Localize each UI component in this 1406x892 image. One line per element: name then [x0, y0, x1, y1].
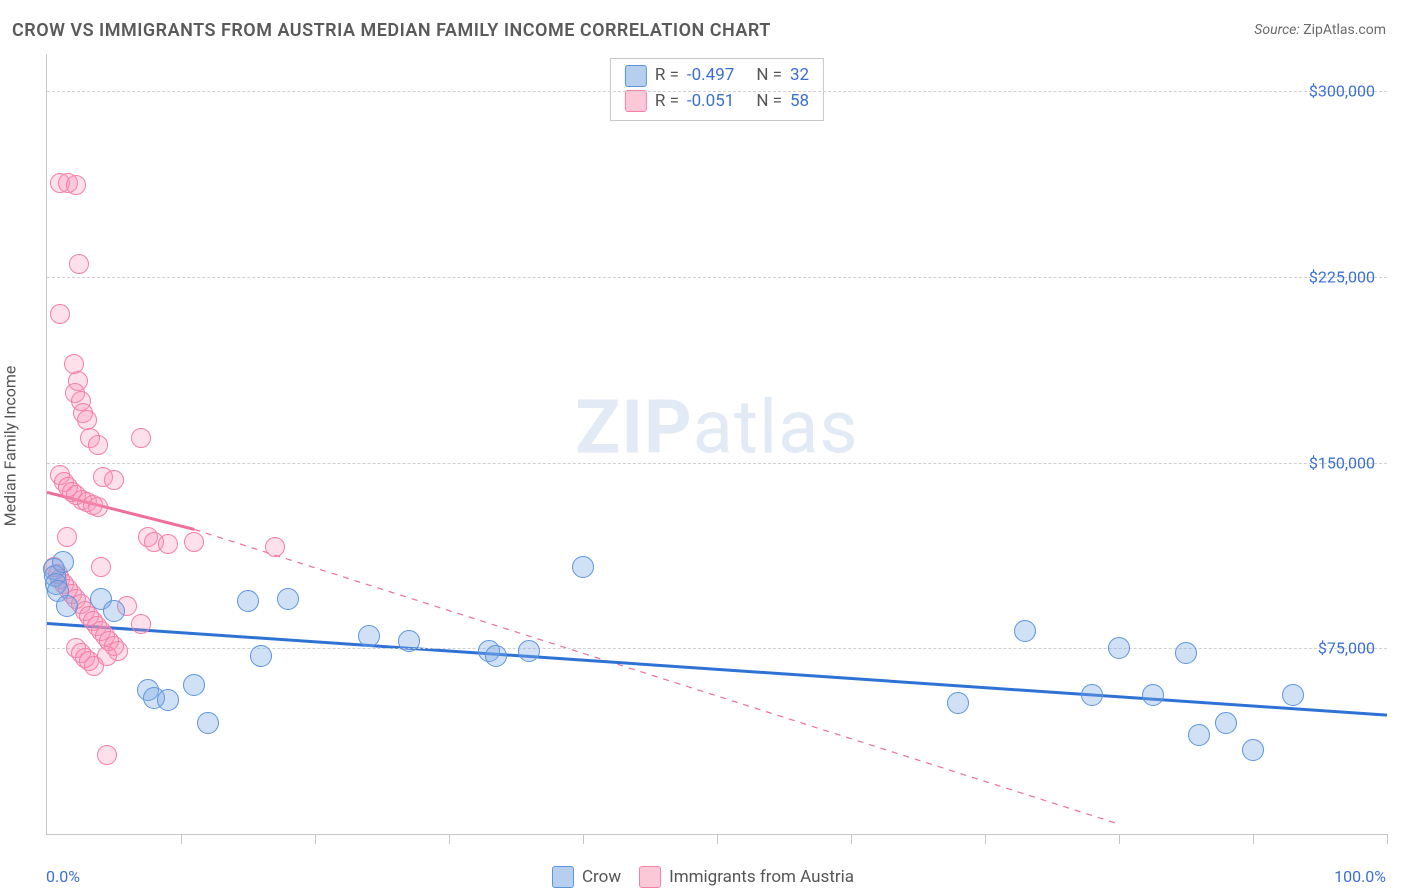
trend-line — [194, 529, 1119, 824]
data-point — [1142, 684, 1164, 706]
data-point — [84, 656, 104, 676]
y-tick-label: $150,000 — [1309, 453, 1375, 472]
data-point — [1215, 712, 1237, 734]
data-point — [237, 590, 259, 612]
legend-label: Crow — [582, 867, 621, 887]
data-point — [1282, 684, 1304, 706]
data-point — [277, 588, 299, 610]
data-point — [518, 640, 540, 662]
data-point — [398, 630, 420, 652]
data-point — [52, 551, 74, 573]
x-tick — [181, 834, 182, 844]
stat-r-value: -0.051 — [687, 89, 734, 115]
data-point — [250, 645, 272, 667]
plot-area: ZIPatlas R = -0.497 N = 32 R = -0.051 N = 58 $7… — [46, 54, 1387, 835]
x-tick — [449, 834, 450, 844]
x-axis-min-label: 0.0% — [46, 867, 80, 886]
data-point — [131, 614, 151, 634]
data-point — [56, 595, 78, 617]
data-point — [131, 428, 151, 448]
legend-label: Immigrants from Austria — [669, 867, 854, 887]
watermark: ZIPatlas — [575, 385, 858, 472]
trend-line — [47, 624, 1387, 716]
data-point — [104, 470, 124, 490]
x-tick — [717, 834, 718, 844]
data-point — [485, 645, 507, 667]
stat-n-value: 32 — [790, 63, 809, 89]
data-point — [50, 304, 70, 324]
y-tick-label: $75,000 — [1318, 639, 1375, 658]
data-point — [103, 600, 125, 622]
data-point — [1108, 637, 1130, 659]
x-tick — [315, 834, 316, 844]
chart-container: CROW VS IMMIGRANTS FROM AUSTRIA MEDIAN F… — [0, 0, 1406, 892]
chart-title: CROW VS IMMIGRANTS FROM AUSTRIA MEDIAN F… — [12, 20, 771, 41]
x-tick — [1119, 834, 1120, 844]
stat-r-label: R = — [655, 63, 679, 89]
data-point — [97, 745, 117, 765]
legend: Crow Immigrants from Austria — [552, 866, 854, 888]
stat-n-value: 58 — [790, 89, 809, 115]
data-point — [91, 557, 111, 577]
data-point — [184, 532, 204, 552]
stats-swatch — [625, 65, 647, 87]
data-point — [158, 534, 178, 554]
stats-box: R = -0.497 N = 32 R = -0.051 N = 58 — [610, 58, 824, 121]
data-point — [1242, 739, 1264, 761]
x-tick — [985, 834, 986, 844]
trend-lines-layer — [47, 54, 1387, 834]
y-axis-title: Median Family Income — [1, 366, 20, 527]
data-point — [88, 497, 108, 517]
data-point — [88, 435, 108, 455]
x-tick — [1253, 834, 1254, 844]
data-point — [1188, 724, 1210, 746]
watermark-atlas: atlas — [693, 385, 859, 472]
data-point — [183, 674, 205, 696]
gridline — [47, 277, 1387, 278]
x-axis-max-label: 100.0% — [1334, 867, 1386, 886]
source-credit: Source: ZipAtlas.com — [1254, 22, 1386, 38]
data-point — [57, 527, 77, 547]
legend-item: Immigrants from Austria — [639, 866, 854, 888]
source-label: Source: — [1254, 22, 1299, 38]
stat-r-label: R = — [655, 89, 679, 115]
data-point — [265, 537, 285, 557]
x-tick — [851, 834, 852, 844]
stat-r-value: -0.497 — [687, 63, 734, 89]
y-tick-label: $300,000 — [1309, 82, 1375, 101]
data-point — [1175, 642, 1197, 664]
source-value: ZipAtlas.com — [1303, 22, 1386, 38]
data-point — [197, 712, 219, 734]
y-tick-label: $225,000 — [1309, 267, 1375, 286]
data-point — [358, 625, 380, 647]
data-point — [947, 692, 969, 714]
watermark-zip: ZIP — [575, 385, 692, 472]
stats-row: R = -0.497 N = 32 — [625, 63, 809, 89]
x-tick — [583, 834, 584, 844]
gridline — [47, 91, 1387, 92]
stats-row: R = -0.051 N = 58 — [625, 89, 809, 115]
data-point — [1081, 684, 1103, 706]
legend-swatch — [639, 866, 661, 888]
data-point — [157, 689, 179, 711]
stat-n-label: N = — [756, 63, 782, 89]
x-tick — [1387, 834, 1388, 844]
data-point — [69, 254, 89, 274]
data-point — [572, 556, 594, 578]
gridline — [47, 463, 1387, 464]
legend-swatch — [552, 866, 574, 888]
data-point — [66, 175, 86, 195]
legend-item: Crow — [552, 866, 621, 888]
data-point — [1014, 620, 1036, 642]
stat-n-label: N = — [756, 89, 782, 115]
stats-swatch — [625, 90, 647, 112]
